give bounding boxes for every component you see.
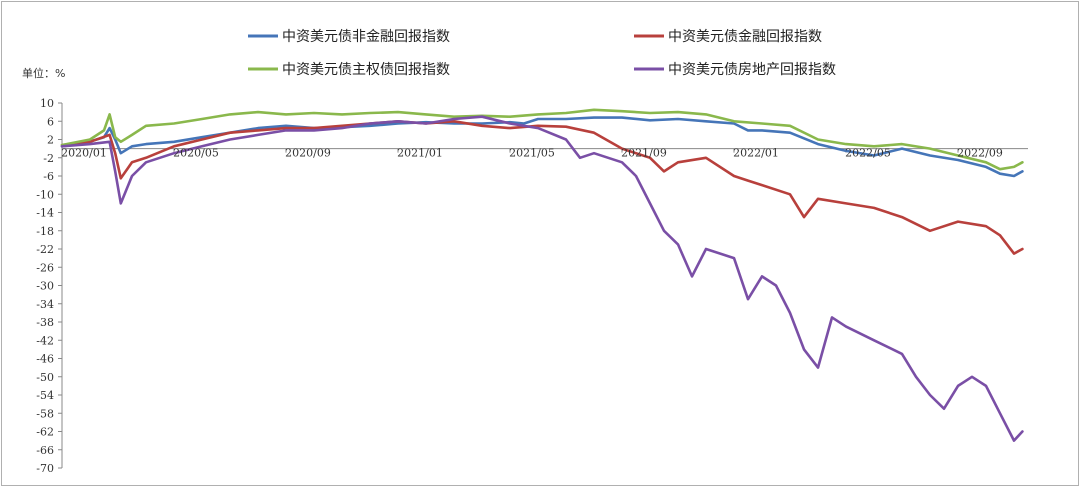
y-tick-labels: 10 6 2 -2 -6 -10 -14 -18 -22 -26 -30 -34 -38 -42 -46 -5… bbox=[36, 97, 54, 475]
y-tick-label: -66 bbox=[36, 444, 54, 457]
x-tick-label: 2020/05 bbox=[173, 147, 219, 160]
y-tick-label: -50 bbox=[36, 371, 54, 384]
x-tick-label: 2020/01 bbox=[61, 147, 107, 160]
y-tick-label: -38 bbox=[36, 316, 54, 329]
legend-label-1: 中资美元债非金融回报指数 bbox=[282, 29, 450, 45]
series-lines bbox=[60, 108, 1024, 442]
y-tick-label: -10 bbox=[36, 188, 54, 201]
y-tick-label: -26 bbox=[36, 261, 54, 274]
y-tick-label: -6 bbox=[43, 170, 54, 183]
x-tick-label: 2020/09 bbox=[285, 147, 331, 160]
y-tick-label: -46 bbox=[36, 353, 54, 366]
y-tick-label: -18 bbox=[36, 225, 54, 238]
y-tick-label: 6 bbox=[47, 115, 54, 128]
x-tick-label: 2022/01 bbox=[733, 147, 779, 160]
y-tick-label: 2 bbox=[47, 134, 54, 147]
series-line-4 bbox=[60, 115, 1024, 442]
y-tick-label: -54 bbox=[36, 389, 54, 402]
series-line-1 bbox=[60, 116, 1024, 178]
series-line-3 bbox=[60, 108, 1024, 171]
y-tick-label: -62 bbox=[36, 426, 54, 439]
x-tick-label: 2021/05 bbox=[509, 147, 555, 160]
x-tick-label: 2022/05 bbox=[845, 147, 891, 160]
y-tick-label: -22 bbox=[36, 243, 54, 256]
x-tick-label: 2021/01 bbox=[397, 147, 443, 160]
y-tick-label: -14 bbox=[36, 207, 54, 220]
y-tick-label: -42 bbox=[36, 334, 54, 347]
y-tick-label: -34 bbox=[36, 298, 54, 311]
x-tick-label: 2021/09 bbox=[621, 147, 667, 160]
unit-label: 单位：% bbox=[22, 66, 65, 80]
legend-label-4: 中资美元债房地产回报指数 bbox=[668, 62, 836, 78]
x-tick-labels: 2020/01 2020/05 2020/09 2021/01 2021/05 2021/… bbox=[61, 147, 1003, 160]
x-tick-label: 2022/09 bbox=[957, 147, 1003, 160]
series-line-2 bbox=[60, 120, 1024, 255]
y-tick-label: -70 bbox=[36, 462, 54, 475]
y-tick-label: -2 bbox=[43, 152, 54, 165]
legend-label-3: 中资美元债主权债回报指数 bbox=[282, 62, 450, 78]
y-tick-label: -58 bbox=[36, 407, 54, 420]
y-tick-label: 10 bbox=[40, 97, 54, 110]
y-tick-label: -30 bbox=[36, 280, 54, 293]
legend-label-2: 中资美元债金融回报指数 bbox=[668, 29, 822, 45]
